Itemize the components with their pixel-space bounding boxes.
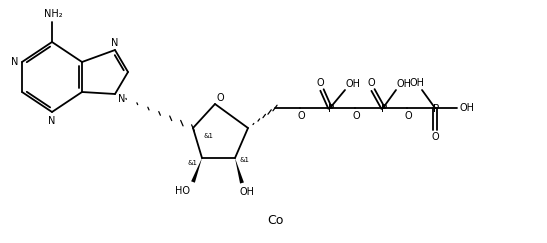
Text: OH: OH <box>240 187 254 197</box>
Text: O: O <box>297 111 305 121</box>
Text: O: O <box>367 78 375 88</box>
Text: &1: &1 <box>188 160 198 166</box>
Text: O: O <box>404 111 412 121</box>
Text: N: N <box>11 57 19 67</box>
Polygon shape <box>191 158 202 183</box>
Text: Co: Co <box>267 214 283 226</box>
Text: &1: &1 <box>240 157 250 163</box>
Text: N: N <box>48 116 56 126</box>
Text: OH: OH <box>346 79 360 89</box>
Text: HO: HO <box>176 186 190 196</box>
Text: N: N <box>111 38 119 48</box>
Text: P: P <box>381 104 387 114</box>
Text: O: O <box>352 111 360 121</box>
Text: O: O <box>431 132 439 142</box>
Text: OH: OH <box>410 78 424 88</box>
Text: OH: OH <box>459 103 474 113</box>
Text: O: O <box>216 93 224 103</box>
Text: O: O <box>316 78 324 88</box>
Polygon shape <box>235 158 244 183</box>
Text: P: P <box>328 104 334 114</box>
Text: N: N <box>118 94 126 104</box>
Text: NH₂: NH₂ <box>44 9 62 19</box>
Text: OH: OH <box>397 79 411 89</box>
Text: P: P <box>433 104 439 114</box>
Text: &1: &1 <box>203 133 213 139</box>
